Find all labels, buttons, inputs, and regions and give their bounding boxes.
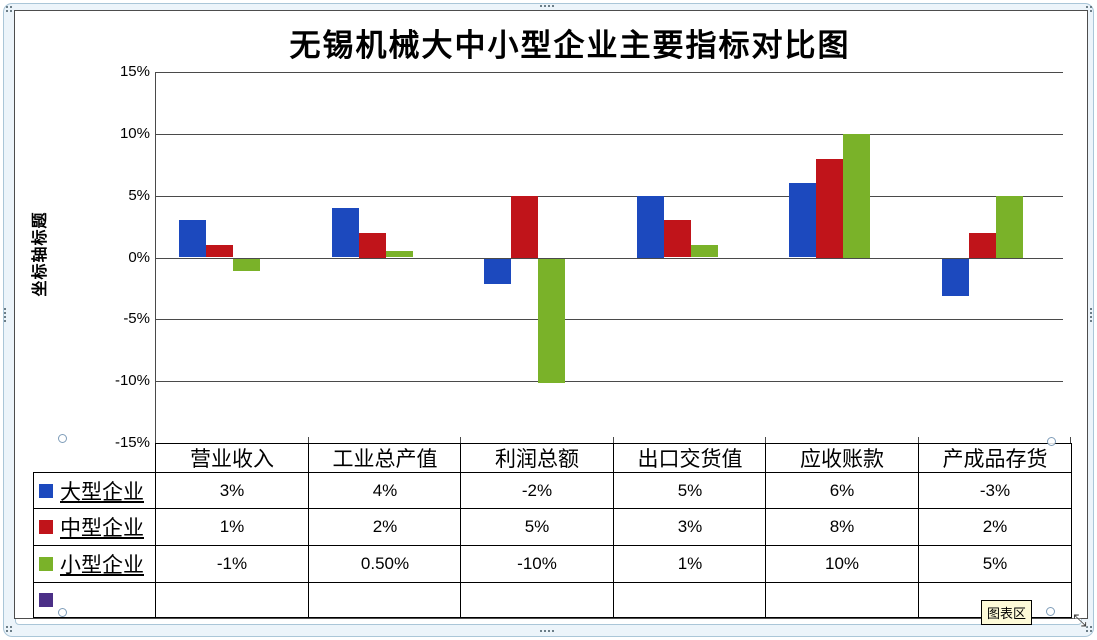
table-value-cell: 2%: [308, 508, 462, 546]
table-value-cell: -10%: [460, 545, 614, 583]
resize-grip-bottom-right[interactable]: [1086, 626, 1088, 628]
resize-grip-left[interactable]: [4, 308, 6, 310]
table-value-cell: -1%: [155, 545, 309, 583]
table-empty-cell: [613, 582, 767, 618]
gridline-0%: [155, 258, 1063, 259]
bar-大型企业-应收账款[interactable]: [789, 183, 816, 257]
category-axis-tick: [308, 437, 309, 443]
resize-grip-top-left[interactable]: [6, 6, 8, 8]
bar-大型企业-出口交货值[interactable]: [637, 196, 664, 258]
bar-小型企业-应收账款[interactable]: [843, 134, 870, 258]
category-axis-tick: [918, 437, 919, 443]
bar-中型企业-出口交货值[interactable]: [664, 220, 691, 257]
table-header-cell: 产成品存货: [918, 443, 1072, 473]
bar-小型企业-产成品存货[interactable]: [996, 196, 1023, 258]
bar-中型企业-利润总额[interactable]: [511, 196, 538, 258]
resize-cursor-icon: ⤡: [1073, 611, 1087, 630]
bar-大型企业-利润总额[interactable]: [484, 259, 511, 284]
bar-中型企业-工业总产值[interactable]: [359, 233, 386, 258]
gridline-10%: [155, 134, 1063, 135]
table-value-cell: 1%: [155, 508, 309, 546]
chart-title[interactable]: 无锡机械大中小型企业主要指标对比图: [289, 28, 851, 63]
legend-row[interactable]: 中型企业: [33, 508, 156, 546]
resize-grip-top-right[interactable]: [1086, 6, 1088, 8]
gridline--10%: [155, 381, 1063, 382]
y-axis-line: [155, 72, 156, 443]
category-axis-tick: [155, 437, 156, 443]
legend-swatch: [39, 593, 53, 607]
bar-小型企业-出口交货值[interactable]: [691, 245, 718, 257]
gridline--5%: [155, 319, 1063, 320]
bar-小型企业-工业总产值[interactable]: [386, 251, 413, 257]
category-axis-tick: [460, 437, 461, 443]
table-header-cell: 应收账款: [765, 443, 919, 473]
table-value-cell: 5%: [613, 472, 767, 509]
y-axis-tick-label: 10%: [119, 125, 150, 142]
category-axis-tick: [765, 437, 766, 443]
legend-swatch: [39, 483, 53, 498]
y-axis-tick-label: -15%: [114, 434, 150, 451]
bar-中型企业-应收账款[interactable]: [816, 159, 843, 258]
table-value-cell: 5%: [918, 545, 1072, 583]
table-value-cell: -2%: [460, 472, 614, 509]
selection-handle-top-left[interactable]: [58, 434, 67, 443]
table-value-cell: 3%: [613, 508, 767, 546]
table-value-cell: 8%: [765, 508, 919, 546]
table-header-cell: 利润总额: [460, 443, 614, 473]
selection-handle-top-right[interactable]: [1047, 437, 1056, 446]
table-empty-cell: [308, 582, 462, 618]
bar-小型企业-利润总额[interactable]: [538, 259, 565, 383]
table-value-cell: 6%: [765, 472, 919, 509]
table-value-cell: 10%: [765, 545, 919, 583]
table-header-cell: 营业收入: [155, 443, 309, 473]
resize-grip-bottom[interactable]: [540, 630, 542, 632]
selection-handle-bottom-left[interactable]: [58, 608, 67, 617]
bar-中型企业-产成品存货[interactable]: [969, 233, 996, 258]
table-value-cell: 2%: [918, 508, 1072, 546]
table-empty-cell: [765, 582, 919, 618]
legend-row[interactable]: 大型企业: [33, 472, 156, 509]
resize-grip-right[interactable]: [1090, 308, 1092, 310]
y-axis-tick-label: -5%: [123, 310, 150, 327]
y-axis-tick-label: 5%: [128, 187, 150, 204]
legend-swatch: [39, 520, 53, 534]
legend-label: 中型企业: [60, 516, 144, 540]
table-value-cell: 4%: [308, 472, 462, 509]
table-value-cell: 5%: [460, 508, 614, 546]
legend-label: 大型企业: [60, 479, 144, 504]
bar-小型企业-营业收入[interactable]: [233, 259, 260, 271]
table-empty-cell: [155, 582, 309, 618]
y-axis-tick-label: 0%: [128, 249, 150, 266]
table-empty-cell: [460, 582, 614, 618]
table-value-cell: 3%: [155, 472, 309, 509]
table-value-cell: 1%: [613, 545, 767, 583]
resize-grip-top[interactable]: [540, 5, 542, 7]
bar-大型企业-产成品存货[interactable]: [942, 259, 969, 296]
legend-row[interactable]: 小型企业: [33, 545, 156, 583]
gridline-5%: [155, 196, 1063, 197]
table-header-cell: 出口交货值: [613, 443, 767, 473]
bar-大型企业-营业收入[interactable]: [179, 220, 206, 257]
bar-中型企业-营业收入[interactable]: [206, 245, 233, 257]
chart-area-tooltip: 图表区: [981, 600, 1033, 625]
y-axis-tick-label: -10%: [114, 372, 150, 389]
table-value-cell: -3%: [918, 472, 1072, 509]
bar-大型企业-工业总产值[interactable]: [332, 208, 359, 257]
legend-swatch: [39, 557, 53, 571]
category-axis-tick: [613, 437, 614, 443]
y-axis-title[interactable]: 坐标轴标题: [32, 211, 49, 297]
table-value-cell: 0.50%: [308, 545, 462, 583]
legend-label: 小型企业: [60, 553, 144, 577]
table-header-cell: 工业总产值: [308, 443, 462, 473]
y-axis-tick-label: 15%: [119, 63, 150, 80]
selection-handle-bottom-right[interactable]: [1046, 607, 1055, 616]
resize-grip-bottom-left[interactable]: [6, 626, 8, 628]
category-axis-tick: [1070, 437, 1071, 443]
gridline-15%: [155, 72, 1063, 73]
legend-row[interactable]: [33, 582, 156, 618]
